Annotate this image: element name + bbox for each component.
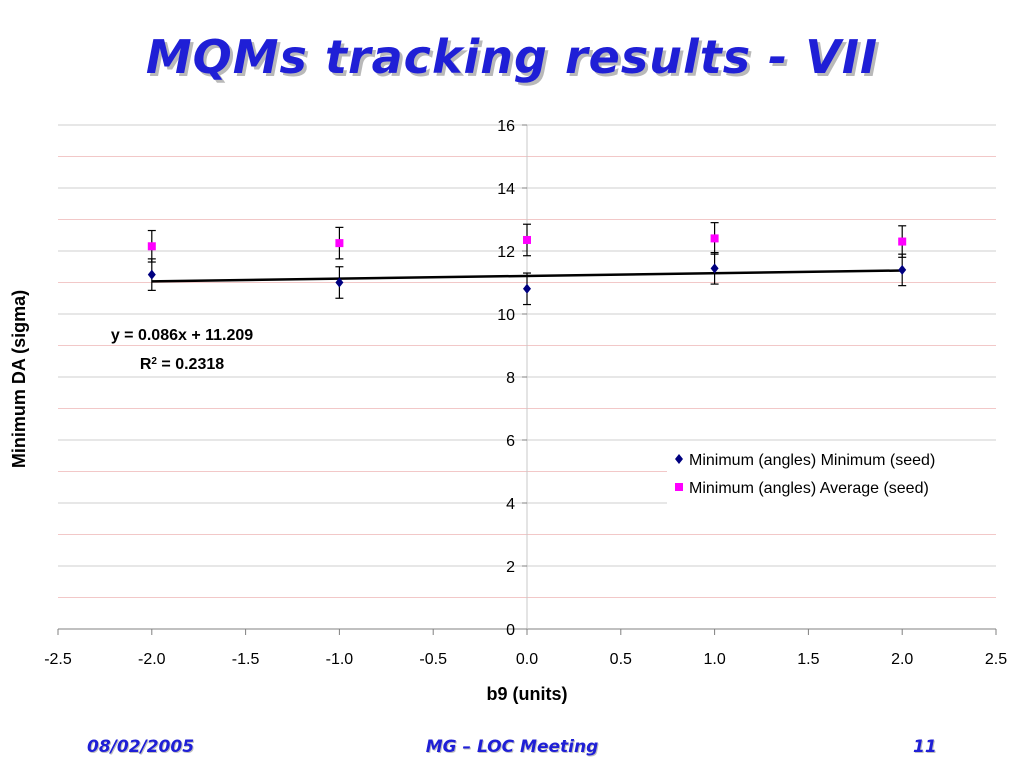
data-point-average — [335, 239, 344, 248]
y-tick-label: 14 — [497, 181, 515, 198]
x-axis-title: b9 (units) — [487, 684, 568, 704]
footer-date: 08/02/2005 — [87, 737, 195, 757]
trendline-equation: y = 0.086x + 11.209 — [111, 327, 253, 344]
legend-label: Minimum (angles) Minimum (seed) — [689, 452, 935, 469]
legend: Minimum (angles) Minimum (seed) Minimum (… — [667, 446, 999, 506]
x-tick-label: -2.5 — [44, 651, 72, 668]
x-tick-label: 2.0 — [891, 651, 913, 668]
r-squared-label: R2 = 0.2318 — [140, 356, 224, 374]
x-tick-label: 1.0 — [703, 651, 725, 668]
y-tick-label: 12 — [497, 244, 515, 261]
data-point-minimum — [710, 263, 719, 274]
x-tick-label: 2.5 — [985, 651, 1007, 668]
legend-label: Minimum (angles) Average (seed) — [689, 480, 929, 497]
x-tick-label: 0.5 — [610, 651, 632, 668]
points-layer — [147, 222, 907, 306]
data-point-average — [898, 237, 907, 246]
y-tick-label: 10 — [497, 307, 515, 324]
y-tick-label: 2 — [506, 559, 515, 576]
data-point-minimum — [147, 269, 156, 280]
x-tick-label: -2.0 — [138, 651, 166, 668]
data-point-minimum — [335, 277, 344, 288]
labels-layer: -2.5 -2.0 -1.5 -1.0 -0.5 0.0 0.5 1.0 1.5 2.0 2.5 0 2… — [9, 118, 1007, 704]
axes-layer — [57, 124, 997, 635]
x-tick-label: -0.5 — [419, 651, 447, 668]
data-point-average — [147, 242, 156, 251]
y-tick-label: 8 — [506, 370, 515, 387]
y-tick-label: 16 — [497, 118, 515, 135]
page-number: 11 — [913, 737, 937, 757]
slide-title: MQMs tracking results - VII — [145, 30, 879, 84]
data-point-average — [523, 235, 531, 244]
footer-title: MG – LOC Meeting — [425, 737, 599, 757]
y-tick-label: 4 — [506, 496, 515, 513]
data-point-minimum — [523, 283, 531, 294]
data-point-average — [710, 234, 719, 243]
x-tick-label: 0.0 — [516, 651, 538, 668]
y-tick-label: 0 — [506, 622, 515, 639]
data-point-minimum — [898, 264, 907, 275]
x-tick-label: -1.5 — [232, 651, 260, 668]
x-tick-label: -1.0 — [326, 651, 354, 668]
y-axis-title: Minimum DA (sigma) — [9, 290, 29, 468]
legend-box — [667, 446, 999, 506]
y-tick-label: 6 — [506, 433, 515, 450]
legend-marker — [675, 454, 683, 464]
x-tick-label: 1.5 — [797, 651, 819, 668]
legend-marker — [675, 483, 683, 491]
